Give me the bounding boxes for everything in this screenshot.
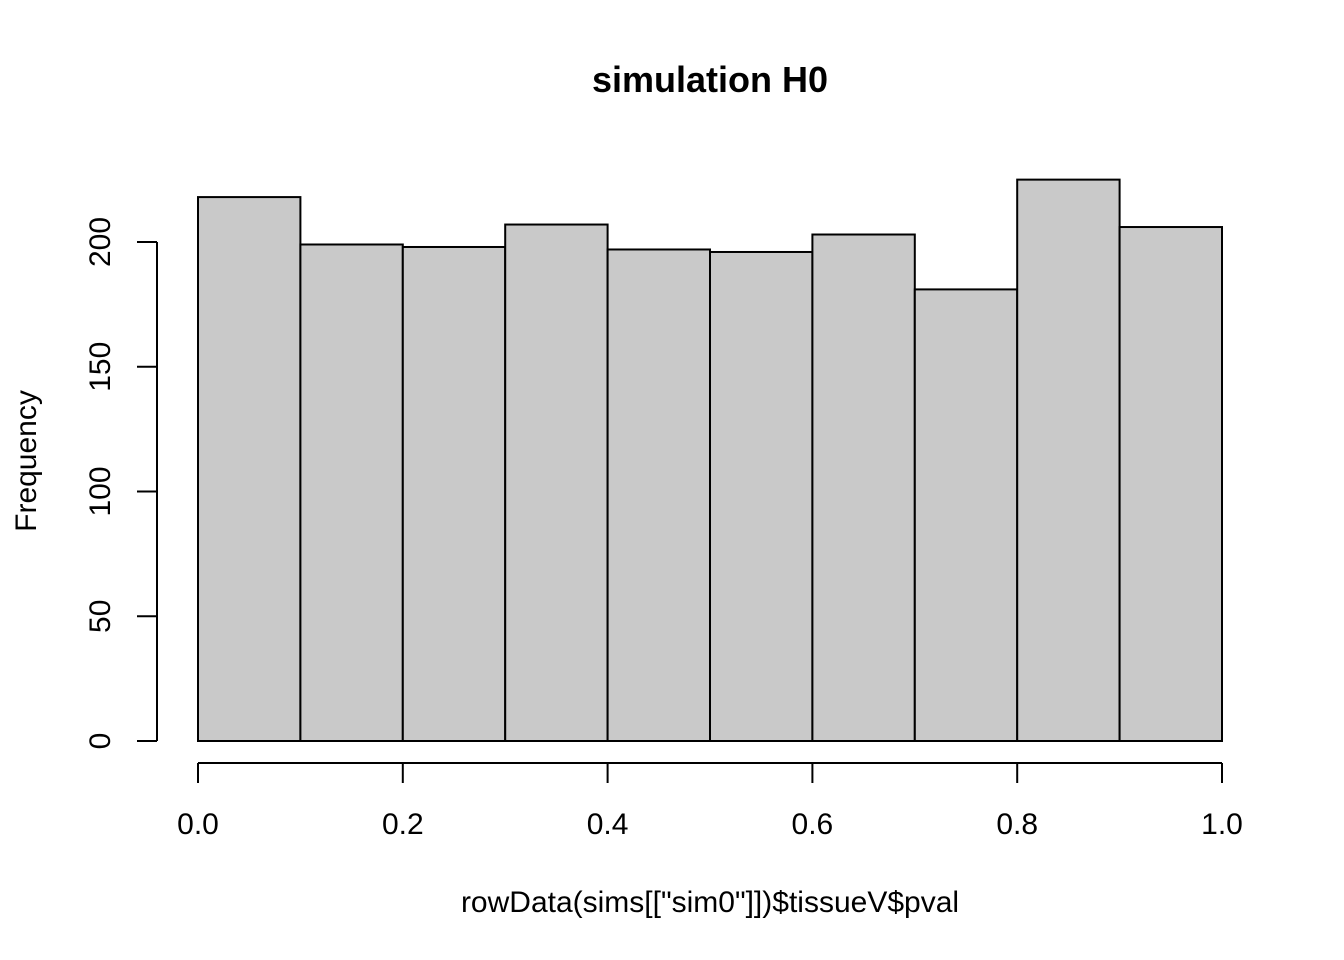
histogram-bar-8 <box>913 288 1019 742</box>
histogram-bar-10 <box>1118 226 1223 742</box>
y-tick-label-3: 150 <box>84 342 117 392</box>
y-tick-label-0: 0 <box>84 733 117 750</box>
chart-title: simulation H0 <box>592 59 828 100</box>
y-tick-label-1: 50 <box>84 600 117 633</box>
histogram-bar-9 <box>1016 178 1121 742</box>
x-tick-label-1: 0.2 <box>382 808 424 841</box>
histogram-bar-2 <box>299 243 404 742</box>
histogram-bar-5 <box>606 248 711 743</box>
x-tick-label-2: 0.4 <box>587 808 629 841</box>
y-axis-label: Frequency <box>10 390 43 532</box>
bars-layer <box>197 178 1223 743</box>
histogram-bar-1 <box>197 196 302 742</box>
y-tick-label-2: 100 <box>84 466 117 516</box>
y-axis: 0 50 100 150 200 <box>84 217 158 750</box>
x-tick-label-3: 0.6 <box>792 808 834 841</box>
histogram-bar-4 <box>504 223 609 743</box>
y-tick-label-4: 200 <box>84 217 117 267</box>
x-tick-label-0: 0.0 <box>177 808 219 841</box>
x-tick-label-5: 1.0 <box>1201 808 1243 841</box>
x-tick-label-4: 0.8 <box>996 808 1038 841</box>
histogram-bar-6 <box>709 250 814 742</box>
x-axis-label: rowData(sims[["sim0"]])$tissueV$pval <box>461 886 959 919</box>
histogram-bar-7 <box>811 233 916 742</box>
x-axis: 0.0 0.2 0.4 0.6 0.8 1.0 <box>177 762 1243 841</box>
histogram-bar-3 <box>401 245 507 743</box>
